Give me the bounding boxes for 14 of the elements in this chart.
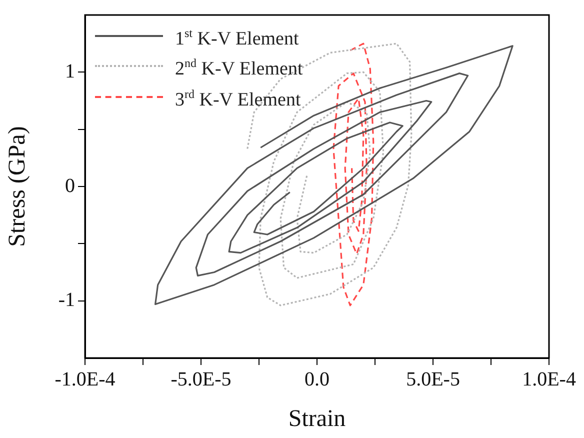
y-tick-label: 1 bbox=[65, 60, 75, 82]
y-tick-label: -1 bbox=[58, 289, 75, 312]
y-tick-label: 0 bbox=[65, 174, 75, 197]
x-axis-title: Strain bbox=[288, 406, 346, 432]
x-tick-label: 5.0E-5 bbox=[406, 368, 460, 390]
legend-label: 3$^{rd}$ K-V Element bbox=[175, 86, 301, 112]
x-tick-label: 1.0E-4 bbox=[522, 368, 576, 390]
x-tick-label: 0.0 bbox=[304, 368, 330, 390]
line-series bbox=[332, 42, 374, 306]
x-tick-label: -1.0E-4 bbox=[54, 368, 116, 390]
x-tick-label: -5.0E-5 bbox=[170, 368, 232, 390]
legend-label: 2$^{nd}$ K-V Element bbox=[175, 55, 303, 82]
y-axis-title: Stress (GPa) bbox=[4, 126, 31, 247]
legend-label: 1$^{st}$ K-V Element bbox=[175, 25, 299, 52]
